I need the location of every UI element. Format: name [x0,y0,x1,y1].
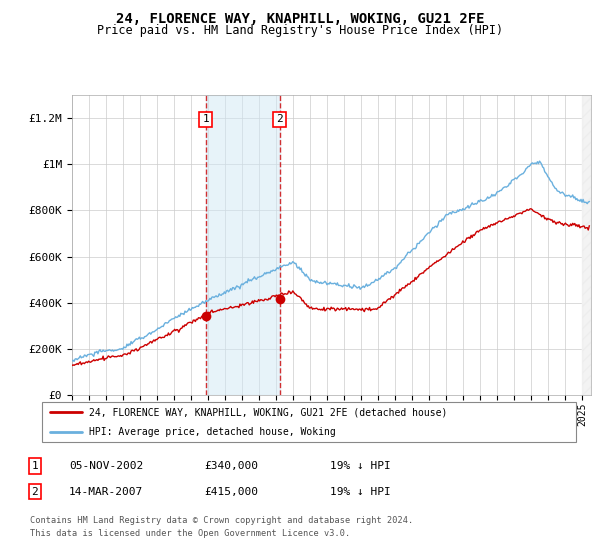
Text: 19% ↓ HPI: 19% ↓ HPI [330,487,391,497]
Text: 19% ↓ HPI: 19% ↓ HPI [330,461,391,471]
Bar [206,95,280,395]
Text: 24, FLORENCE WAY, KNAPHILL, WOKING, GU21 2FE: 24, FLORENCE WAY, KNAPHILL, WOKING, GU21… [116,12,484,26]
Text: 1: 1 [202,114,209,124]
Text: 24, FLORENCE WAY, KNAPHILL, WOKING, GU21 2FE (detached house): 24, FLORENCE WAY, KNAPHILL, WOKING, GU21… [89,407,448,417]
Text: HPI: Average price, detached house, Woking: HPI: Average price, detached house, Woki… [89,427,336,437]
Text: This data is licensed under the Open Government Licence v3.0.: This data is licensed under the Open Gov… [30,529,350,538]
Text: 05-NOV-2002: 05-NOV-2002 [69,461,143,471]
Bar [583,95,591,395]
Text: Price paid vs. HM Land Registry's House Price Index (HPI): Price paid vs. HM Land Registry's House … [97,24,503,36]
Text: 2: 2 [31,487,38,497]
Text: £340,000: £340,000 [204,461,258,471]
Text: £415,000: £415,000 [204,487,258,497]
Text: 1: 1 [31,461,38,471]
Text: 2: 2 [276,114,283,124]
Bar [583,95,591,395]
Text: Contains HM Land Registry data © Crown copyright and database right 2024.: Contains HM Land Registry data © Crown c… [30,516,413,525]
Text: 14-MAR-2007: 14-MAR-2007 [69,487,143,497]
